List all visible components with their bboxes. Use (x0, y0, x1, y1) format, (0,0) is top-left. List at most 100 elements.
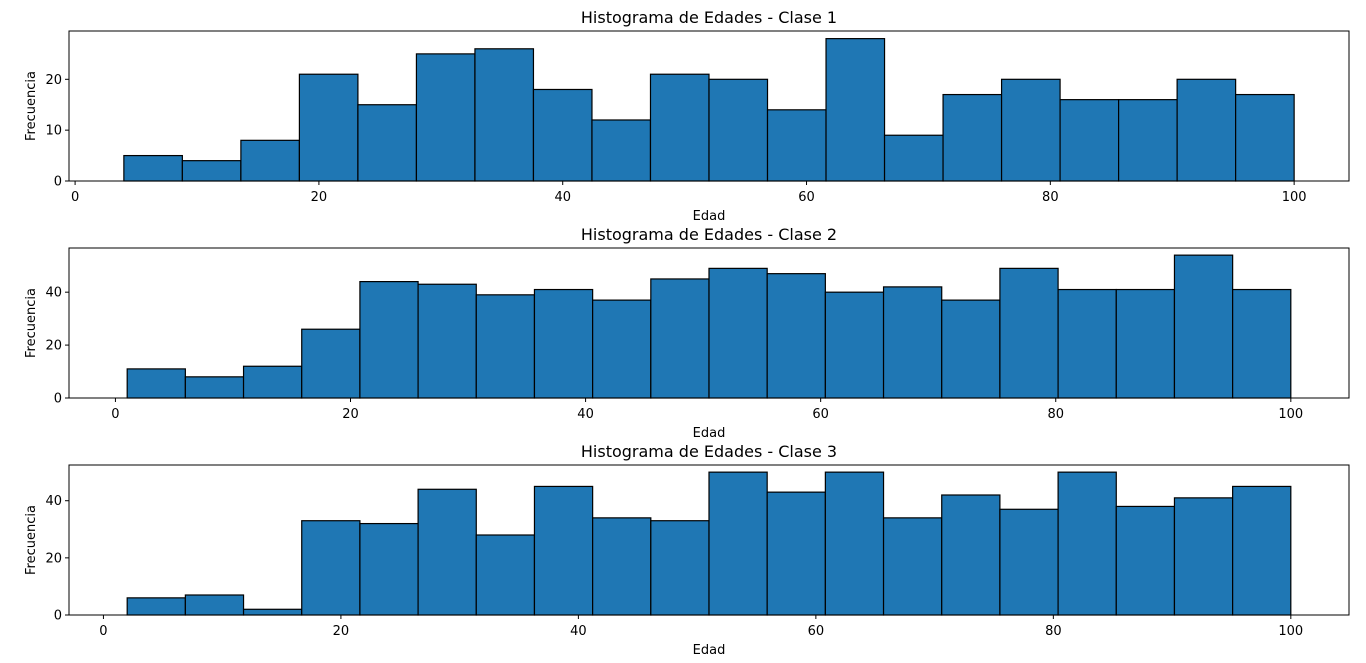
histogram-bar (181, 160, 242, 182)
x-tick-label: 40 (577, 407, 594, 422)
x-tick-label: 60 (798, 190, 815, 205)
histogram-bar (357, 104, 418, 182)
y-axis-label: Frecuencia (24, 288, 39, 358)
y-tick-label: 0 (54, 175, 62, 190)
histogram-bar (240, 139, 300, 182)
histogram-bar (592, 517, 652, 616)
histogram-bar (942, 93, 1003, 182)
histogram-bar (650, 278, 710, 399)
y-tick-label: 0 (54, 392, 62, 407)
histogram-bar (650, 520, 710, 616)
histogram-bar (1115, 288, 1176, 399)
histogram-bar (184, 376, 245, 399)
x-axis-label: Edad (693, 426, 726, 441)
histogram-bar (591, 119, 652, 182)
histogram-bar (766, 109, 827, 182)
histogram-bar (999, 267, 1059, 399)
histogram-bar (475, 534, 536, 616)
x-axis-label: Edad (693, 643, 726, 658)
histogram-bar (1173, 497, 1234, 616)
histogram-bar (532, 88, 593, 182)
histogram-bar (417, 488, 477, 616)
histogram-bar (708, 267, 768, 399)
x-axis-label: Edad (693, 209, 726, 224)
histogram-bar (1235, 93, 1295, 182)
x-tick-label: 100 (1278, 407, 1303, 422)
histogram-bar (882, 286, 943, 399)
histogram-bar (126, 368, 186, 399)
histogram-bar (415, 53, 476, 182)
y-tick-label: 40 (45, 494, 62, 509)
y-axis-label: Frecuencia (24, 71, 39, 141)
histogram-bar (126, 597, 186, 616)
histogram-bar (1117, 99, 1178, 182)
histogram-bar (766, 491, 826, 616)
x-tick-label: 80 (1047, 407, 1064, 422)
histogram-bar (649, 73, 710, 182)
x-tick-label: 60 (808, 624, 825, 639)
x-tick-label: 80 (1042, 190, 1059, 205)
histogram-bar (999, 508, 1059, 616)
y-tick-label: 40 (45, 286, 62, 301)
histogram-bar (533, 485, 594, 616)
histogram-bar (474, 48, 535, 182)
x-tick-label: 80 (1045, 624, 1062, 639)
axes-frame (68, 30, 1350, 182)
histogram-panel-2: 0 20 40 60 80 100 0 20 40 Histograma de Edades - … (24, 225, 1350, 441)
histogram-bar (883, 134, 944, 182)
histogram-bar (533, 288, 594, 399)
histogram-bar (825, 38, 886, 182)
histogram-bar (882, 517, 943, 616)
histogram-bar (824, 471, 885, 616)
histogram-bar (766, 273, 826, 399)
axes-frame (68, 464, 1350, 616)
histogram-bar (1000, 78, 1061, 182)
histogram-bar (184, 594, 245, 616)
y-tick-label: 20 (45, 339, 62, 354)
chart-title: Histograma de Edades - Clase 3 (581, 442, 837, 461)
histogram-panel-3: 0 20 40 60 80 100 0 20 40 Histograma de Edades - … (24, 442, 1350, 658)
histogram-bar (359, 280, 419, 399)
y-tick-label: 20 (45, 73, 62, 88)
x-tick-label: 40 (570, 624, 587, 639)
x-tick-label: 0 (99, 624, 107, 639)
histogram-bar (941, 494, 1001, 616)
x-tick-label: 0 (111, 407, 119, 422)
histogram-bar (123, 154, 183, 182)
x-tick-label: 20 (333, 624, 350, 639)
histogram-bar (301, 520, 361, 616)
histogram-panel-1: 0 20 40 60 80 100 0 10 20 Histograma de Edades - … (24, 8, 1350, 224)
x-tick-label: 20 (342, 407, 359, 422)
histogram-bar (1232, 288, 1292, 399)
x-tick-label: 100 (1282, 190, 1307, 205)
histogram-bar (298, 73, 359, 182)
histogram-bar (1059, 99, 1120, 182)
x-tick-label: 40 (554, 190, 571, 205)
histogram-bar (708, 78, 769, 182)
histogram-bar (417, 283, 477, 399)
chart-title: Histograma de Edades - Clase 2 (581, 225, 837, 244)
x-tick-label: 0 (71, 190, 79, 205)
histogram-bar (592, 299, 652, 399)
y-tick-label: 20 (45, 551, 62, 566)
x-tick-label: 60 (812, 407, 829, 422)
histogram-bar (708, 471, 768, 616)
chart-title: Histograma de Edades - Clase 1 (581, 8, 837, 27)
x-tick-label: 20 (311, 190, 328, 205)
x-tick-label: 100 (1278, 624, 1303, 639)
histogram-bar (1057, 471, 1117, 616)
histogram-bar (941, 299, 1001, 399)
axes-frame (68, 247, 1350, 399)
histogram-bar (1115, 505, 1176, 616)
histogram-bar (359, 522, 419, 616)
y-axis-label: Frecuencia (24, 505, 39, 575)
histogram-bar (1173, 254, 1234, 399)
histogram-bar (242, 365, 303, 399)
histogram-bar (824, 291, 885, 399)
histogram-bar (242, 608, 303, 616)
histogram-bar (1057, 288, 1117, 399)
histogram-bar (1176, 78, 1237, 182)
y-tick-label: 0 (54, 609, 62, 624)
histogram-bar (475, 294, 536, 399)
histogram-bar (301, 328, 361, 399)
